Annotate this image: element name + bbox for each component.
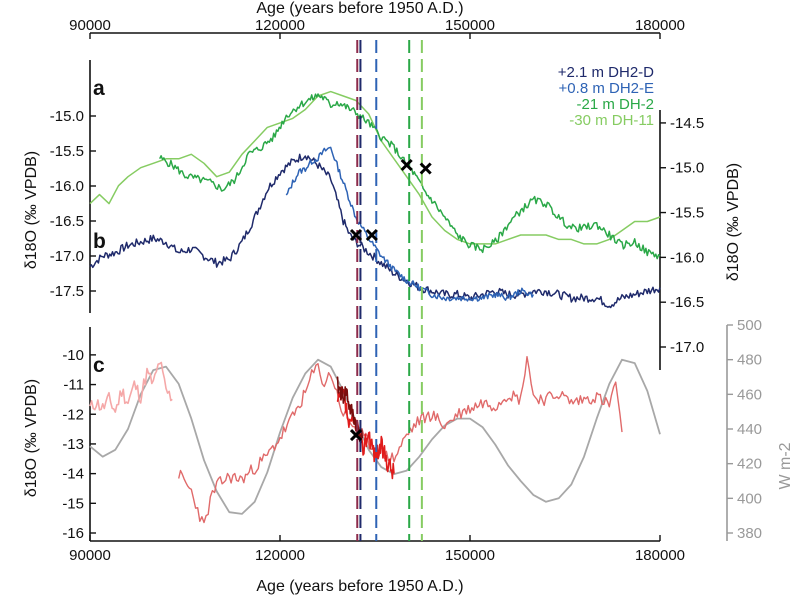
bottom-x-tick-label: 120000: [255, 547, 305, 564]
series-record-red-line: [336, 386, 395, 480]
right-y-tick-label-a: -16.0: [670, 249, 704, 266]
right-y-tick-label-a: -17.0: [670, 339, 704, 356]
panel-b-y-axis-label: δ18O (‰ VPDB): [23, 151, 40, 269]
left-y-tick-label-c: -12: [62, 406, 84, 423]
left-y-tick-label-c: -11: [63, 377, 84, 394]
left-y-tick-label-c: -15: [62, 495, 84, 512]
panel-label-a: a: [93, 77, 105, 100]
series-record-pink-line: [89, 361, 173, 413]
right-y-tick-label-c: 380: [737, 525, 762, 542]
panel-a-right-y-axis-label: δ18O (‰ VPDB): [725, 163, 742, 281]
top-x-axis: 90000 120000 150000 180000: [69, 17, 685, 39]
panel-c-right-y-axis-label: W m-2: [777, 442, 794, 489]
bottom-x-tick-label: 90000: [69, 547, 111, 564]
series-dh2e-line: [285, 146, 534, 302]
right-y-tick-label-a: -15.0: [670, 160, 704, 177]
left-y-tick-label-ab: -16.0: [50, 178, 84, 195]
top-x-tick-label: 150000: [445, 17, 495, 34]
vertical-dashed-lines: [356, 40, 423, 541]
legend-entry-3: -30 m DH-11: [569, 112, 654, 129]
left-y-tick-label-c: -16: [62, 525, 84, 542]
panel-label-c: c: [93, 354, 105, 377]
marker-x-b: [349, 228, 363, 242]
marker-x-a: [400, 158, 413, 172]
right-y-tick-label-c: 440: [737, 421, 762, 438]
legend-entry-1: +0.8 m DH2-E: [559, 80, 654, 97]
legend-entry-2: -21 m DH-2: [576, 96, 654, 113]
series-record-light-red-line: [178, 356, 623, 524]
bottom-x-tick-label: 150000: [445, 547, 495, 564]
right-y-tick-label-c: 460: [737, 386, 762, 403]
right-y-tick-label-c: 420: [737, 456, 762, 473]
right-y-tick-label-a: -16.5: [670, 294, 704, 311]
markers-layer: [349, 158, 432, 442]
left-y-tick-label-ab: -17.5: [50, 283, 84, 300]
right-y-tick-label-c: 480: [737, 352, 762, 369]
left-y-tick-label-c: -14: [62, 466, 84, 483]
right-y-tick-label-c: 400: [737, 490, 762, 507]
marker-x-a: [419, 162, 432, 175]
left-y-tick-label-c: -10: [62, 347, 84, 364]
bottom-x-tick-label: 180000: [635, 547, 685, 564]
left-y-tick-label-ab: -15.5: [50, 143, 84, 160]
top-x-axis-label: Age (years before 1950 A.D.): [256, 0, 463, 17]
panel-c-y-axis-label: δ18O (‰ VPDB): [23, 379, 40, 497]
right-y-axes: -14.5 -15.0 -15.5 -16.0 -16.5 -17.0 500 480 460 4…: [659, 110, 762, 542]
series-dh2d-line: [89, 153, 661, 309]
right-y-tick-label-a: -14.5: [670, 115, 704, 132]
series-dh11-line: [89, 90, 661, 245]
left-y-tick-label-ab: -16.5: [50, 213, 84, 230]
top-x-tick-label: 90000: [69, 17, 111, 34]
left-y-tick-label-c: -13: [62, 436, 84, 453]
top-x-tick-label: 180000: [635, 17, 685, 34]
right-y-tick-label-c: 500: [737, 317, 762, 334]
marker-x-b: [365, 228, 378, 242]
marker-x-c: [349, 428, 363, 442]
top-x-tick-label: 120000: [255, 17, 305, 34]
bottom-x-axis-label: Age (years before 1950 A.D.): [256, 578, 463, 595]
left-y-tick-label-ab: -15.0: [50, 108, 84, 125]
left-y-axes: -15.0 -15.5 -16.0 -16.5 -17.0 -17.5 -10 -11 -12 -…: [50, 60, 96, 542]
series-layer: [89, 90, 661, 524]
left-y-tick-label-ab: -17.0: [50, 248, 84, 265]
legend: +2.1 m DH2-D+0.8 m DH2-E-21 m DH-2-30 m …: [558, 64, 654, 129]
right-y-tick-label-a: -15.5: [670, 205, 704, 222]
legend-entry-0: +2.1 m DH2-D: [558, 64, 654, 81]
bottom-x-axis: 90000 120000 150000 180000: [69, 535, 685, 564]
panel-label-b: b: [93, 230, 106, 253]
series-insolation-line: [89, 358, 661, 515]
